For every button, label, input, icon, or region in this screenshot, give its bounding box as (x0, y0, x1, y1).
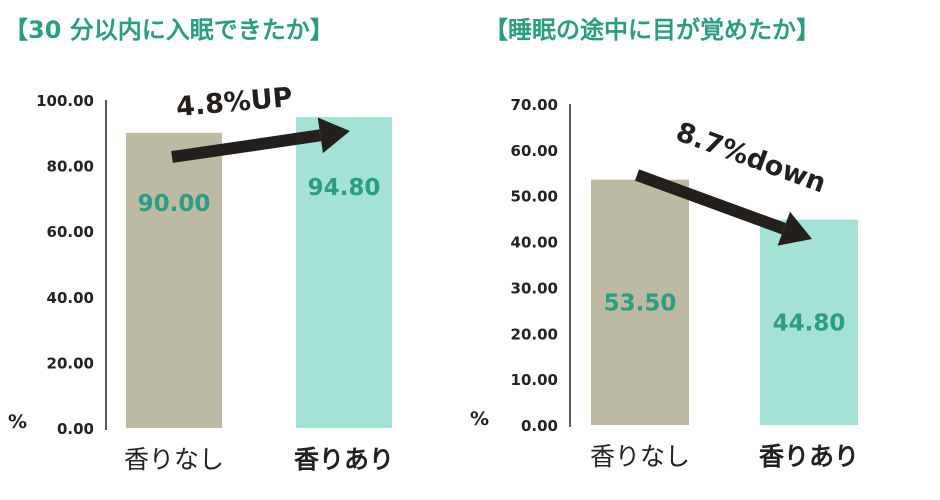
y-tick-label: 60.00 (511, 142, 558, 160)
category-label: 香りあり (294, 445, 394, 474)
trend-annotation: 4.8%UP (175, 82, 294, 123)
category-label: 香りなし (124, 445, 224, 474)
trend-arrow-shaft (634, 169, 786, 235)
bar (296, 117, 392, 428)
y-axis-unit-label: % (8, 411, 27, 433)
trend-arrow-head (777, 211, 812, 246)
trend-annotation: 8.7%down (672, 117, 830, 200)
trend-arrow-head (317, 117, 350, 154)
y-tick-label: 100.00 (36, 92, 94, 110)
y-tick-label: 10.00 (511, 371, 558, 389)
y-tick-label: 60.00 (47, 223, 94, 241)
y-tick-label: 20.00 (47, 354, 94, 372)
y-tick-label: 70.00 (511, 96, 558, 114)
y-tick-label: 40.00 (511, 234, 558, 252)
bar-value-label: 44.80 (773, 310, 846, 336)
y-axis-unit-label: % (470, 408, 489, 430)
y-tick-label: 30.00 (511, 279, 558, 297)
trend-arrow-shaft (171, 129, 322, 163)
y-tick-label: 0.00 (521, 417, 558, 435)
bar-value-label: 94.80 (308, 175, 381, 201)
y-tick-label: 80.00 (47, 158, 94, 176)
bar (126, 132, 222, 429)
chart-title-night-waking: 【睡眠の途中に目が覚めたか】 (484, 16, 820, 44)
bar (591, 179, 689, 425)
bar-value-label: 90.00 (138, 191, 211, 217)
category-label: 香りあり (759, 442, 859, 471)
y-tick-label: 20.00 (511, 325, 558, 343)
bar-value-label: 53.50 (604, 290, 677, 316)
y-tick-label: 0.00 (57, 420, 94, 438)
category-label: 香りなし (590, 442, 690, 471)
chart-title-sleep-onset: 【30 分以内に入眠できたか】 (4, 16, 334, 44)
y-tick-label: 40.00 (47, 289, 94, 307)
bar (760, 219, 858, 425)
y-tick-label: 50.00 (511, 188, 558, 206)
